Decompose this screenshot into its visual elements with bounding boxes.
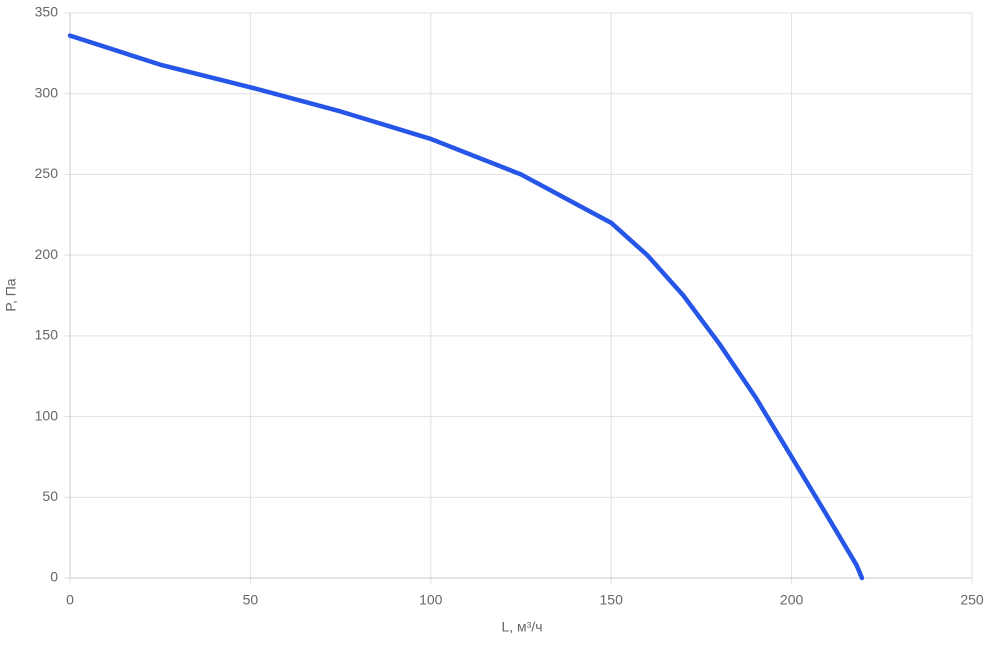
y-tick-label: 0 — [50, 569, 58, 585]
x-tick-label: 50 — [243, 592, 259, 608]
x-tick-label: 100 — [419, 592, 443, 608]
y-tick-label: 250 — [35, 165, 59, 181]
line — [67, 33, 865, 581]
x-tick-label: 200 — [780, 592, 804, 608]
y-tick-label: 300 — [35, 84, 59, 100]
y-tick-label: 100 — [35, 407, 59, 423]
x-tick-label: 0 — [66, 592, 74, 608]
y-tick-label: 350 — [35, 4, 59, 20]
y-tick-label: 200 — [35, 246, 59, 262]
y-tick-label: 50 — [42, 488, 58, 504]
x-axis-label: L, м³/ч — [501, 619, 542, 635]
x-tick-label: 150 — [600, 592, 624, 608]
y-tick-label: 150 — [35, 327, 59, 343]
y-axis-label: P, Па — [3, 278, 19, 311]
x-tick-label: 250 — [960, 592, 984, 608]
